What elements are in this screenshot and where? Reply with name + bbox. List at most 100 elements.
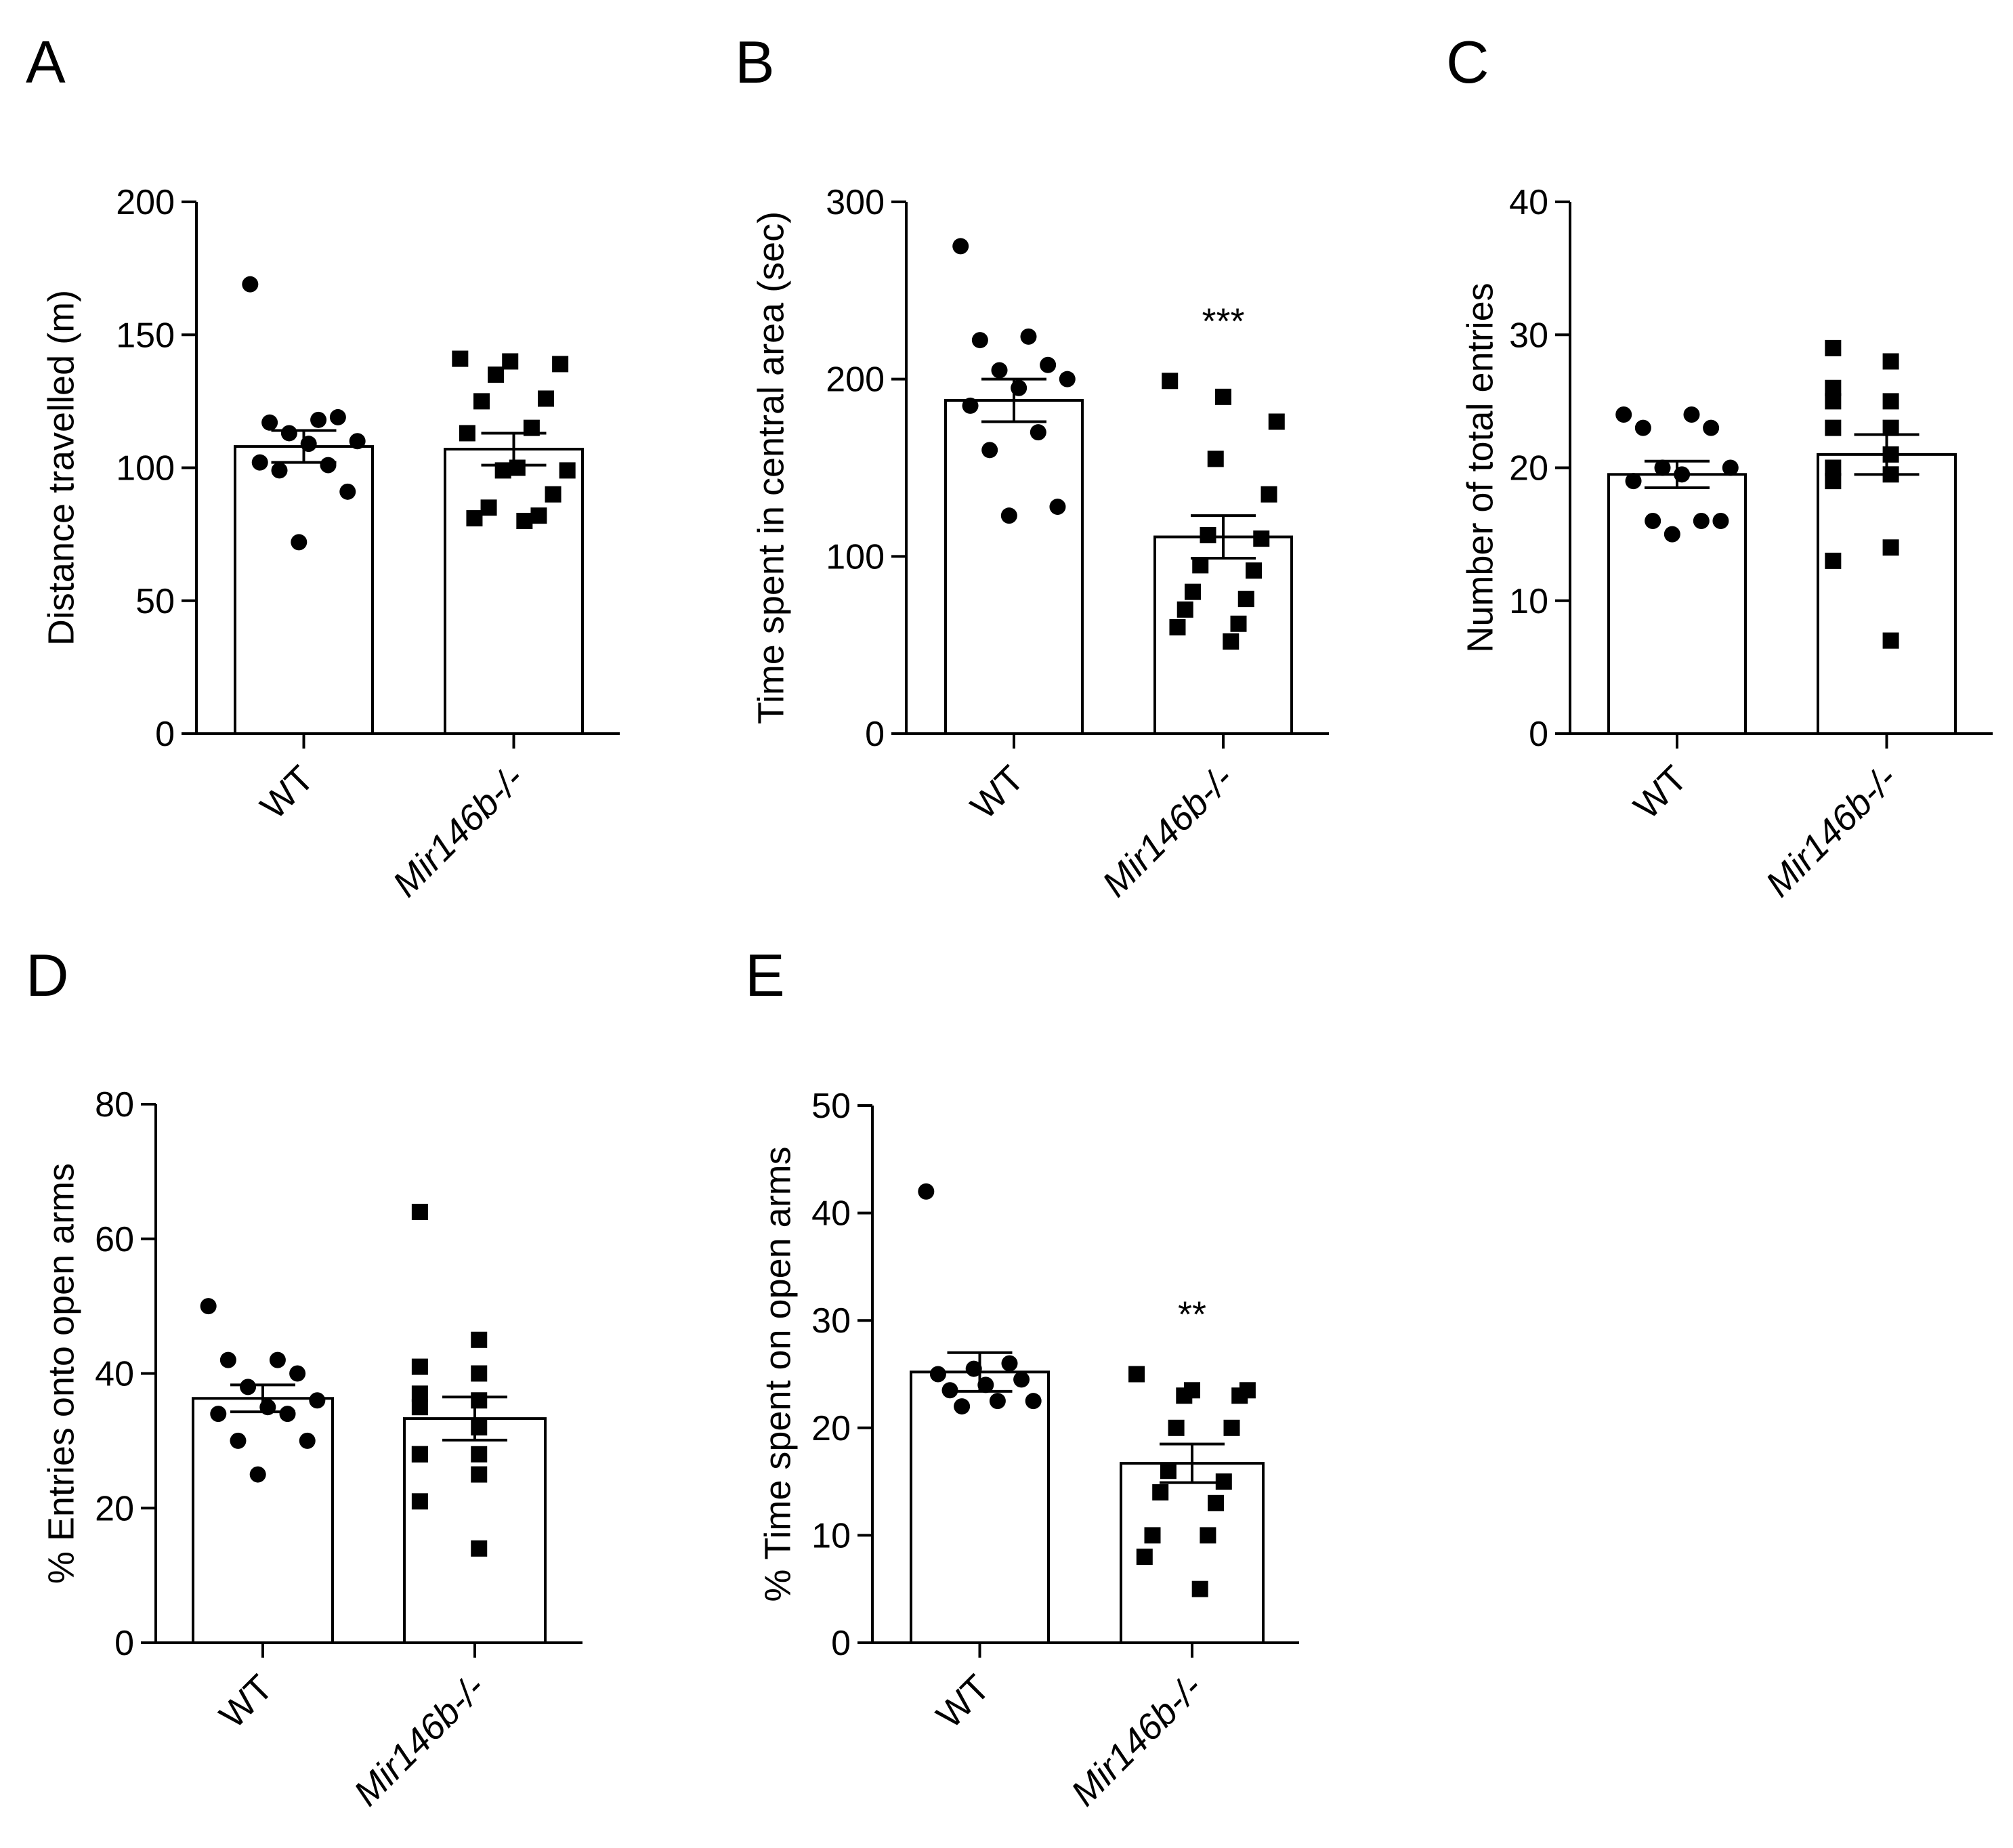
significance-label: ** [1178, 1295, 1206, 1335]
category-label: Mir146b-/- [1758, 758, 1905, 904]
data-point-mir146b [480, 499, 497, 516]
data-point-mir146b [1223, 633, 1239, 650]
data-point-mir146b [471, 1540, 488, 1557]
data-point-wt [1712, 513, 1729, 529]
panel-e: E 0 10 20 30 40 50 % Time spent on open arms WT M… [745, 942, 1299, 1813]
y-tick-label: 100 [826, 537, 885, 576]
category-label: WT [929, 1667, 998, 1736]
bar-mir146b [1120, 1462, 1265, 1644]
y-tick-label: 0 [1529, 715, 1548, 754]
category-label: Mir146b-/- [1063, 1667, 1210, 1813]
y-axis-label: Distance travelled (m) [41, 290, 81, 646]
category-label: WT [963, 758, 1032, 827]
bar-mir146b [444, 448, 584, 736]
data-point-wt [329, 408, 346, 425]
data-point-mir146b [411, 1493, 428, 1510]
category-label: WT [212, 1667, 281, 1736]
data-point-mir146b [1208, 1494, 1225, 1511]
data-point-mir146b [1825, 339, 1842, 356]
data-point-wt [1654, 459, 1671, 476]
y-tick-label: 80 [95, 1085, 134, 1125]
panel-c: C 0 10 20 30 40 Number of total entries WT Mir14… [1446, 28, 1993, 904]
data-point-wt [929, 1366, 946, 1383]
y-tick-label: 0 [865, 715, 885, 754]
data-point-mir146b [411, 1204, 428, 1220]
data-point-mir146b [1882, 353, 1899, 370]
data-point-wt [1025, 1393, 1042, 1410]
data-point-wt [310, 411, 327, 428]
data-point-mir146b [471, 1365, 488, 1382]
data-point-mir146b [471, 1466, 488, 1483]
data-point-mir146b [466, 510, 483, 527]
category-label: WT [253, 758, 322, 827]
data-point-mir146b [1230, 615, 1247, 632]
data-point-mir146b [1882, 539, 1899, 556]
data-point-mir146b [1177, 601, 1193, 618]
data-point-wt [309, 1392, 326, 1409]
y-tick-label: 40 [95, 1355, 134, 1394]
data-point-wt [242, 276, 259, 293]
data-point-mir146b [545, 486, 561, 503]
data-point-wt [289, 1365, 306, 1382]
data-point-mir146b [1825, 473, 1842, 490]
data-point-wt [261, 414, 278, 431]
data-point-wt [271, 462, 288, 479]
data-point-mir146b [1825, 419, 1842, 436]
data-point-mir146b [473, 393, 490, 410]
data-point-mir146b [488, 366, 505, 383]
data-point-wt [981, 442, 998, 459]
data-point-wt [1634, 419, 1651, 436]
data-point-wt [219, 1351, 236, 1368]
bar-wt [944, 399, 1084, 735]
data-point-wt [210, 1406, 227, 1423]
y-tick-label: 50 [811, 1087, 851, 1126]
data-point-wt [1049, 499, 1066, 516]
data-point-mir146b [559, 462, 576, 479]
data-point-mir146b [411, 1399, 428, 1416]
data-point-wt [1693, 513, 1710, 529]
category-label: Mir146b-/- [385, 758, 532, 904]
data-point-mir146b [1268, 413, 1285, 430]
y-tick-label: 0 [114, 1624, 134, 1663]
category-label: Mir146b-/- [1095, 758, 1241, 904]
data-point-mir146b [1223, 1419, 1240, 1436]
data-point-wt [1020, 328, 1037, 345]
data-point-mir146b [471, 1419, 488, 1435]
data-point-wt [251, 454, 268, 471]
data-point-mir146b [1825, 393, 1842, 410]
data-point-wt [1625, 473, 1642, 490]
y-axis-label: % Time spent on open arms [757, 1146, 798, 1601]
data-point-mir146b [509, 459, 526, 476]
data-point-wt [339, 483, 356, 500]
data-point-wt [1703, 419, 1720, 436]
data-point-wt [1059, 371, 1076, 387]
y-tick-label: 20 [811, 1409, 851, 1448]
data-point-wt [1615, 406, 1632, 423]
data-point-wt [954, 1398, 971, 1415]
y-axis-label: % Entries onto open arms [41, 1163, 81, 1584]
y-tick-label: 150 [116, 316, 175, 355]
data-point-mir146b [1191, 1580, 1208, 1597]
y-tick-label: 30 [1509, 316, 1548, 355]
data-point-wt [1645, 513, 1661, 529]
data-point-wt [299, 1432, 316, 1449]
data-point-mir146b [471, 1446, 488, 1463]
data-point-mir146b [538, 390, 555, 407]
y-tick-label: 40 [811, 1194, 851, 1234]
data-point-mir146b [1207, 450, 1224, 467]
data-point-mir146b [530, 507, 547, 524]
data-point-mir146b [411, 1358, 428, 1375]
data-point-wt [977, 1377, 994, 1393]
y-axis-label: Time spent in central area (sec) [750, 211, 791, 724]
data-point-mir146b [459, 425, 475, 442]
y-tick-label: 200 [116, 183, 175, 222]
data-point-mir146b [1200, 526, 1216, 543]
data-point-mir146b [1160, 1463, 1177, 1479]
data-point-mir146b [1882, 446, 1899, 463]
data-point-mir146b [1168, 1419, 1185, 1436]
panel-b: B 0 100 200 300 Time spent in central area (s… [735, 28, 1329, 904]
data-point-mir146b [471, 1392, 488, 1409]
bar-wt [1607, 473, 1747, 735]
panel-d: D 0 20 40 60 80 % Entries onto open arms WT Mir1… [26, 942, 582, 1813]
panel-a: A 0 50 100 150 200 Distance travelled (m) WT Mir… [26, 28, 620, 904]
